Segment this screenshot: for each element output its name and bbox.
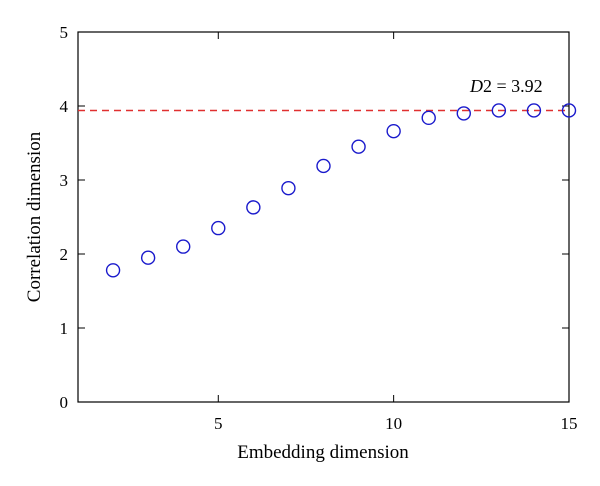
y-tick-label: 2 <box>60 245 69 264</box>
d2-annotation-italic: D <box>469 76 483 96</box>
d2-annotation-value: 2 = 3.92 <box>483 76 543 96</box>
y-tick-label: 5 <box>60 23 69 42</box>
data-point <box>561 103 577 118</box>
y-tick-label: 1 <box>60 319 69 338</box>
axis-tick-labels: 5 10 15 0 1 2 3 4 5 <box>60 23 578 433</box>
data-point <box>211 220 226 236</box>
data-point <box>421 110 436 126</box>
y-tick-label: 3 <box>60 171 69 190</box>
data-point <box>316 158 331 174</box>
plot-frame <box>77 31 570 403</box>
y-tick-label: 4 <box>60 97 69 116</box>
data-point <box>491 103 507 118</box>
x-axis-title: Embedding dimension <box>237 442 409 463</box>
data-points <box>105 103 577 278</box>
data-point <box>526 103 542 118</box>
d2-annotation: D2 = 3.92 <box>469 76 543 96</box>
data-point <box>281 180 296 196</box>
x-tick-label: 15 <box>561 414 578 433</box>
data-point <box>176 239 191 254</box>
data-point <box>105 263 121 278</box>
data-point <box>456 106 471 121</box>
axis-ticks <box>78 31 570 403</box>
x-tick-label: 5 <box>214 414 223 433</box>
data-point <box>140 250 156 265</box>
y-tick-label: 0 <box>60 393 69 412</box>
data-point <box>351 139 366 154</box>
x-tick-label: 10 <box>385 414 402 433</box>
data-point <box>386 123 401 139</box>
data-point <box>246 200 261 215</box>
y-axis-title: Correlation dimension <box>24 131 45 302</box>
